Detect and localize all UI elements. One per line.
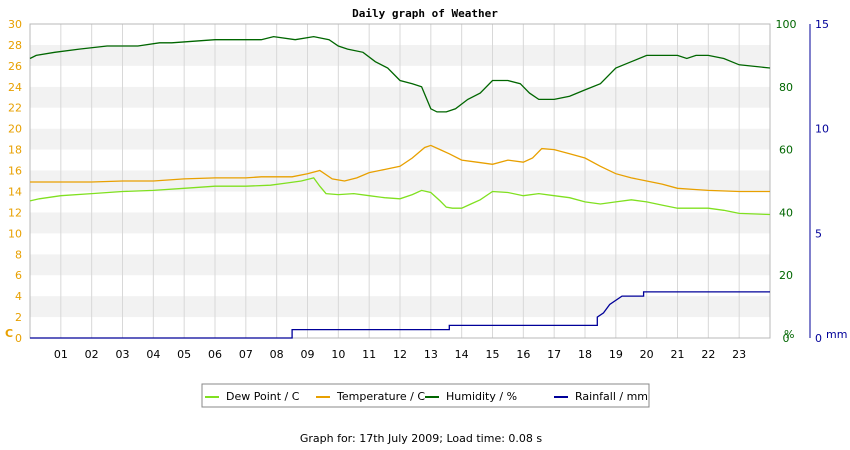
humidity-tick-label: 0 bbox=[783, 332, 790, 345]
x-tick-label: 01 bbox=[54, 348, 68, 361]
left-tick-label: 26 bbox=[8, 60, 22, 73]
left-tick-label: 22 bbox=[8, 102, 22, 115]
humidity-tick-label: 40 bbox=[779, 206, 793, 219]
series-line-2 bbox=[29, 35, 771, 113]
x-tick-label: 22 bbox=[701, 348, 715, 361]
x-tick-label: 02 bbox=[85, 348, 99, 361]
left-tick-label: 6 bbox=[15, 269, 22, 282]
x-axis-ticks: 01 02 03 04 05 06 07 08 09 10 11 12 13 14 15 16 17 18 19 20… bbox=[54, 348, 746, 361]
footer-text: Graph for: 17th July 2009; Load time: 0.… bbox=[300, 432, 543, 445]
series-line-1 bbox=[30, 144, 770, 193]
x-tick-label: 13 bbox=[424, 348, 438, 361]
legend-items: Dew Point / C Temperature / C Humidity / %… bbox=[205, 390, 648, 403]
x-tick-label: 14 bbox=[455, 348, 469, 361]
series-line-3 bbox=[30, 291, 770, 339]
x-tick-label: 18 bbox=[578, 348, 592, 361]
legend-label: Humidity / % bbox=[446, 390, 517, 403]
rainfall-axis-ticks: 0 5 10 15 bbox=[815, 18, 829, 345]
humidity-axis-ticks: 0 20 40 60 80 100 bbox=[776, 18, 797, 345]
x-tick-label: 20 bbox=[640, 348, 654, 361]
x-tick-label: 08 bbox=[270, 348, 284, 361]
humidity-tick-label: 60 bbox=[779, 144, 793, 157]
legend bbox=[201, 383, 650, 408]
rainfall-axis-unit: mm bbox=[826, 328, 847, 341]
x-tick-label: 06 bbox=[208, 348, 222, 361]
left-tick-label: 14 bbox=[8, 185, 22, 198]
left-tick-label: 16 bbox=[8, 165, 22, 178]
series-line-0 bbox=[29, 177, 771, 216]
humidity-tick-label: 20 bbox=[779, 269, 793, 282]
x-tick-label: 16 bbox=[516, 348, 530, 361]
x-tick-label: 21 bbox=[671, 348, 685, 361]
x-tick-label: 11 bbox=[362, 348, 376, 361]
left-tick-label: 18 bbox=[8, 144, 22, 157]
x-tick-label: 03 bbox=[116, 348, 130, 361]
left-axis-unit: C bbox=[5, 327, 13, 340]
left-tick-label: 0 bbox=[15, 332, 22, 345]
x-tick-label: 09 bbox=[301, 348, 315, 361]
x-tick-label: 07 bbox=[239, 348, 253, 361]
left-tick-label: 28 bbox=[8, 39, 22, 52]
humidity-axis-unit: % bbox=[784, 328, 794, 341]
left-tick-label: 2 bbox=[15, 311, 22, 324]
legend-label: Rainfall / mm bbox=[575, 390, 648, 403]
rainfall-tick-label: 15 bbox=[815, 18, 829, 31]
x-tick-label: 12 bbox=[393, 348, 407, 361]
x-tick-label: 10 bbox=[331, 348, 345, 361]
vertical-gridlines bbox=[60, 24, 740, 338]
legend-label: Temperature / C bbox=[336, 390, 425, 403]
rainfall-tick-label: 0 bbox=[815, 332, 822, 345]
humidity-tick-label: 80 bbox=[779, 81, 793, 94]
x-tick-label: 15 bbox=[486, 348, 500, 361]
left-tick-label: 20 bbox=[8, 123, 22, 136]
x-tick-label: 19 bbox=[609, 348, 623, 361]
x-tick-label: 17 bbox=[547, 348, 561, 361]
rainfall-tick-label: 5 bbox=[815, 227, 822, 240]
series-lines bbox=[29, 35, 771, 339]
legend-label: Dew Point / C bbox=[226, 390, 300, 403]
left-tick-label: 30 bbox=[8, 18, 22, 31]
x-tick-label: 04 bbox=[146, 348, 160, 361]
left-tick-label: 8 bbox=[15, 248, 22, 261]
x-tick-label: 05 bbox=[177, 348, 191, 361]
left-tick-label: 12 bbox=[8, 206, 22, 219]
left-tick-label: 24 bbox=[8, 81, 22, 94]
rainfall-tick-label: 10 bbox=[815, 123, 829, 136]
plot-area bbox=[29, 23, 771, 339]
left-tick-label: 4 bbox=[15, 290, 22, 303]
x-tick-label: 23 bbox=[732, 348, 746, 361]
chart-title: Daily graph of Weather bbox=[352, 7, 498, 20]
left-tick-label: 10 bbox=[8, 227, 22, 240]
humidity-tick-label: 100 bbox=[776, 18, 797, 31]
